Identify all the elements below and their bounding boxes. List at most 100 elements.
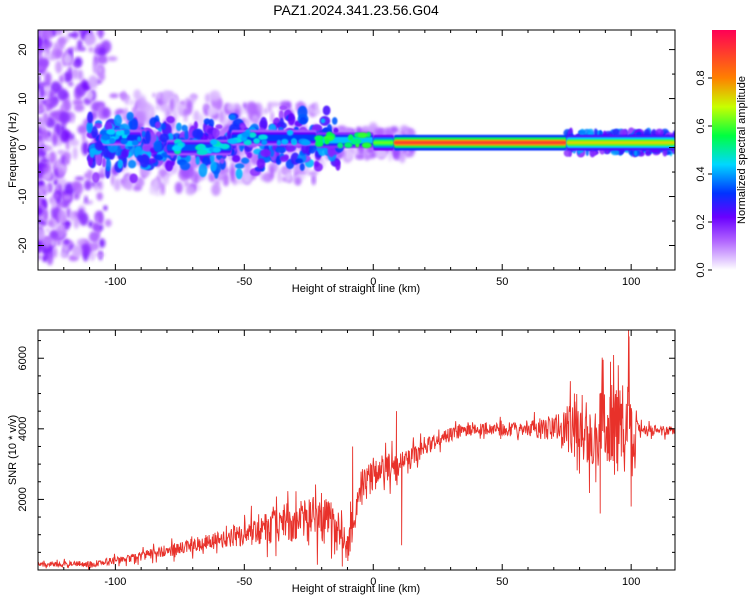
colorbar-gradient: [712, 30, 736, 270]
spectrogram-y-tick-label: 20: [17, 43, 29, 55]
spectrogram-cell: [46, 252, 54, 266]
spectrogram-ridge-cell: [109, 137, 116, 144]
spectrogram-cell: [222, 174, 230, 187]
spectrogram-cell: [230, 168, 236, 183]
spectrogram-cell: [43, 208, 48, 222]
spectrogram-y-axis: -20 -10 0 10 20: [17, 43, 675, 271]
spectrogram-cell: [152, 92, 156, 98]
spectrogram-cell: [98, 238, 106, 248]
spectrogram-ridge-cell: [301, 139, 311, 146]
spectrogram-cell: [73, 103, 85, 112]
spectrogram-cell: [133, 89, 142, 101]
spectrogram-x-tick-label: -100: [104, 276, 126, 288]
spectrogram-x-tick-label: 50: [496, 276, 508, 288]
spectrogram-cell: [645, 150, 652, 156]
spectrogram-cell: [102, 107, 111, 119]
spectrogram-cell: [66, 207, 71, 219]
spectrogram-ridge-cell: [352, 138, 362, 145]
spectrogram-x-tick-label: -50: [236, 276, 252, 288]
spectrogram-cell: [193, 110, 200, 122]
spectrogram-cell: [38, 254, 42, 260]
spectrogram-y-axis-label: Frequency (Hz): [7, 112, 19, 188]
spectrogram-cell: [59, 128, 70, 143]
spectrogram-ridge-cell: [106, 129, 116, 135]
snr-y-tick-label: 4000: [17, 417, 29, 441]
spectrogram-cell: [235, 168, 243, 180]
spectrogram-cell: [141, 130, 147, 138]
spectrogram-cell: [77, 124, 88, 135]
spectrogram-cell: [109, 93, 119, 99]
spectrogram-cell: [286, 101, 292, 112]
spectrogram-cell: [129, 118, 139, 131]
spectrogram-cell: [135, 97, 148, 110]
snr-x-tick-label: -50: [236, 576, 252, 588]
spectrogram-cell: [578, 130, 586, 135]
spectrogram-cell: [181, 124, 188, 132]
spectrogram-cell: [185, 185, 196, 196]
spectrogram-cell: [96, 191, 103, 201]
spectrogram-cell: [38, 96, 41, 106]
spectrogram-frame: [37, 29, 676, 271]
spectrogram-cell: [73, 62, 80, 67]
spectrogram-ridge-cell: [324, 138, 330, 145]
colorbar: 0.0 0.2 0.4 0.6 0.8 Normalized spectral ampl…: [695, 30, 748, 278]
spectrogram-cell: [80, 47, 86, 52]
spectrogram-cell: [84, 195, 88, 203]
spectrogram-cell: [610, 148, 620, 156]
spectrogram-ridge-cell: [276, 139, 282, 146]
spectrogram-cell: [38, 241, 42, 254]
spectrogram-cell: [53, 180, 59, 186]
spectrogram-cell: [97, 66, 103, 74]
spectrogram-cell: [335, 160, 341, 171]
spectrogram-cell: [38, 181, 44, 187]
spectrogram-ridge-cell: [348, 134, 354, 141]
spectrogram-cell: [120, 149, 128, 159]
colorbar-tick-label: 0.0: [695, 262, 707, 277]
spectrogram-cell: [295, 176, 301, 186]
spectrogram-cell: [56, 240, 62, 246]
spectrogram-cell: [48, 151, 57, 164]
spectrogram-cell: [144, 130, 151, 144]
spectrogram-cell: [260, 149, 271, 158]
spectrogram-ridge-cell: [248, 132, 257, 138]
colorbar-tick-label: 0.6: [695, 118, 707, 133]
spectrogram-cell: [192, 128, 204, 139]
spectrogram-cell: [84, 32, 93, 46]
spectrogram-cell: [98, 47, 107, 58]
spectrogram-cell: [81, 141, 90, 156]
snr-x-tick-label: 100: [622, 576, 640, 588]
spectrogram-cell: [355, 154, 366, 160]
spectrogram-cell: [67, 81, 74, 87]
spectrogram-cell: [285, 171, 293, 183]
spectrogram-cell: [202, 156, 210, 166]
spectrogram-cell: [269, 101, 280, 108]
spectrogram-cell: [43, 238, 51, 248]
spectrogram-cell: [121, 90, 126, 101]
spectrogram-cell: [195, 155, 200, 165]
spectrogram-cell: [38, 134, 44, 142]
spectrogram-cell: [84, 179, 92, 191]
spectrogram-cell: [62, 53, 73, 65]
spectrogram-cell: [263, 108, 269, 114]
spectrogram-cell: [59, 111, 71, 123]
spectrogram-cell: [160, 182, 165, 196]
spectrogram-cell: [58, 168, 64, 179]
spectrogram-cell: [183, 180, 190, 188]
spectrogram-ridge-cell: [119, 129, 125, 136]
spectrogram-cell: [307, 171, 318, 176]
spectrogram-cell: [241, 157, 250, 164]
spectrogram-cell: [124, 94, 130, 105]
spectrogram-cell: [132, 185, 142, 192]
spectrogram-cell: [64, 225, 70, 231]
spectrogram-cell: [42, 30, 54, 40]
spectrogram-cell: [134, 145, 143, 158]
spectrogram-cell: [73, 216, 80, 229]
spectrogram-cell: [97, 210, 104, 224]
spectrogram-cell: [43, 154, 51, 159]
spectrogram-cell: [593, 128, 598, 137]
spectrogram-cell: [159, 133, 170, 143]
spectrogram-cell: [177, 103, 184, 116]
spectrogram-cell: [87, 123, 93, 132]
spectrogram-cell: [285, 144, 296, 152]
spectrogram-cell: [64, 158, 70, 165]
